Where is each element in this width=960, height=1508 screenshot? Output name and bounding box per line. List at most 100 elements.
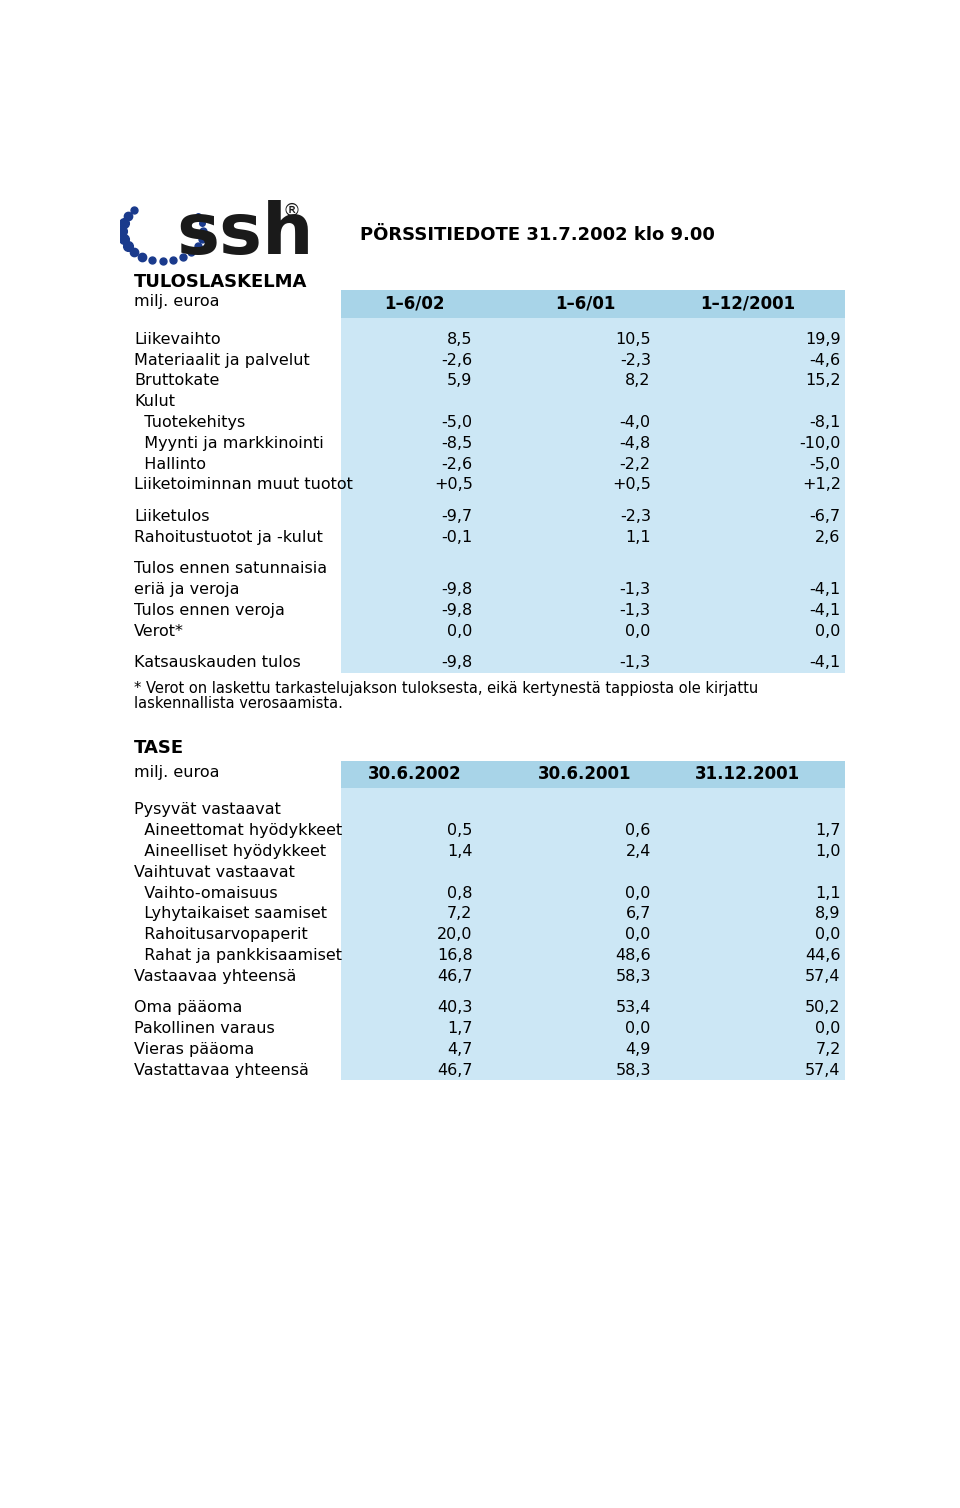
Text: 19,9: 19,9	[805, 332, 841, 347]
Text: Hallinto: Hallinto	[134, 457, 206, 472]
Text: 40,3: 40,3	[437, 1000, 472, 1015]
Text: 7,2: 7,2	[815, 1042, 841, 1057]
Text: Liikevaihto: Liikevaihto	[134, 332, 221, 347]
Text: 0,0: 0,0	[626, 885, 651, 900]
Text: 6,7: 6,7	[626, 906, 651, 921]
Text: ®: ®	[283, 202, 300, 220]
Text: Pysyvät vastaavat: Pysyvät vastaavat	[134, 802, 281, 817]
Text: Vastaavaa yhteensä: Vastaavaa yhteensä	[134, 968, 297, 983]
Text: TASE: TASE	[134, 739, 184, 757]
Text: -5,0: -5,0	[442, 415, 472, 430]
Text: 1,1: 1,1	[625, 529, 651, 544]
Text: 0,0: 0,0	[815, 927, 841, 942]
Text: 57,4: 57,4	[805, 1063, 841, 1078]
Text: 1,1: 1,1	[815, 885, 841, 900]
Text: -8,1: -8,1	[809, 415, 841, 430]
Text: Verot*: Verot*	[134, 624, 183, 639]
Text: milj. euroa: milj. euroa	[134, 294, 220, 309]
Text: 4,7: 4,7	[447, 1042, 472, 1057]
Text: 10,5: 10,5	[615, 332, 651, 347]
Text: 8,9: 8,9	[815, 906, 841, 921]
Text: -1,3: -1,3	[620, 603, 651, 618]
Text: -6,7: -6,7	[809, 510, 841, 523]
Text: -2,3: -2,3	[620, 510, 651, 523]
Text: 58,3: 58,3	[615, 968, 651, 983]
Text: -4,1: -4,1	[809, 656, 841, 670]
Text: -9,7: -9,7	[442, 510, 472, 523]
Text: 5,9: 5,9	[447, 374, 472, 389]
Text: -10,0: -10,0	[800, 436, 841, 451]
Text: 0,6: 0,6	[626, 823, 651, 838]
Text: Vaihto-omaisuus: Vaihto-omaisuus	[134, 885, 277, 900]
Text: -9,8: -9,8	[442, 582, 472, 597]
Bar	[341, 760, 845, 789]
Text: 31.12.2001: 31.12.2001	[695, 765, 801, 783]
Text: -8,5: -8,5	[442, 436, 472, 451]
Text: -4,6: -4,6	[809, 353, 841, 368]
Text: 48,6: 48,6	[615, 949, 651, 964]
Text: 1,7: 1,7	[447, 1021, 472, 1036]
Text: 50,2: 50,2	[805, 1000, 841, 1015]
Text: 1–12/2001: 1–12/2001	[700, 294, 795, 312]
Text: 30.6.2001: 30.6.2001	[539, 765, 632, 783]
Text: 0,0: 0,0	[447, 624, 472, 639]
Text: 0,0: 0,0	[626, 927, 651, 942]
Text: 58,3: 58,3	[615, 1063, 651, 1078]
Text: -5,0: -5,0	[809, 457, 841, 472]
Text: -0,1: -0,1	[442, 529, 472, 544]
Text: eriä ja veroja: eriä ja veroja	[134, 582, 239, 597]
Text: -2,3: -2,3	[620, 353, 651, 368]
Text: 0,0: 0,0	[626, 1021, 651, 1036]
Text: Liiketoiminnan muut tuotot: Liiketoiminnan muut tuotot	[134, 478, 353, 493]
Text: Vieras pääoma: Vieras pääoma	[134, 1042, 254, 1057]
Text: -4,1: -4,1	[809, 582, 841, 597]
Text: +1,2: +1,2	[802, 478, 841, 493]
Text: 0,8: 0,8	[447, 885, 472, 900]
Text: 1,4: 1,4	[447, 844, 472, 860]
Text: Tulos ennen veroja: Tulos ennen veroja	[134, 603, 285, 618]
Text: 1–6/02: 1–6/02	[384, 294, 444, 312]
Text: +0,5: +0,5	[612, 478, 651, 493]
Text: milj. euroa: milj. euroa	[134, 765, 220, 780]
Text: Aineettomat hyödykkeet: Aineettomat hyödykkeet	[134, 823, 342, 838]
Text: Tulos ennen satunnaisia: Tulos ennen satunnaisia	[134, 561, 327, 576]
Text: laskennallista verosaamista.: laskennallista verosaamista.	[134, 697, 343, 712]
Text: -9,8: -9,8	[442, 603, 472, 618]
Text: 1,7: 1,7	[815, 823, 841, 838]
Text: -4,8: -4,8	[619, 436, 651, 451]
Text: Oma pääoma: Oma pääoma	[134, 1000, 242, 1015]
Text: Materiaalit ja palvelut: Materiaalit ja palvelut	[134, 353, 310, 368]
Text: * Verot on laskettu tarkastelujakson tuloksesta, eikä kertynestä tappiosta ole k: * Verot on laskettu tarkastelujakson tul…	[134, 682, 758, 697]
Text: Bruttokate: Bruttokate	[134, 374, 219, 389]
Text: -1,3: -1,3	[620, 656, 651, 670]
Text: 30.6.2002: 30.6.2002	[368, 765, 462, 783]
Text: ssh: ssh	[176, 201, 313, 270]
Text: Tuotekehitys: Tuotekehitys	[134, 415, 245, 430]
Text: Liiketulos: Liiketulos	[134, 510, 209, 523]
Text: 46,7: 46,7	[437, 1063, 472, 1078]
Text: 1,0: 1,0	[815, 844, 841, 860]
Text: 57,4: 57,4	[805, 968, 841, 983]
Text: Vaihtuvat vastaavat: Vaihtuvat vastaavat	[134, 864, 295, 879]
Text: 15,2: 15,2	[805, 374, 841, 389]
Text: Lyhytaikaiset saamiset: Lyhytaikaiset saamiset	[134, 906, 327, 921]
Text: 0,5: 0,5	[447, 823, 472, 838]
Text: -1,3: -1,3	[620, 582, 651, 597]
Text: -4,0: -4,0	[620, 415, 651, 430]
Text: 53,4: 53,4	[615, 1000, 651, 1015]
Text: -2,6: -2,6	[442, 457, 472, 472]
Text: 8,5: 8,5	[447, 332, 472, 347]
Text: -2,6: -2,6	[442, 353, 472, 368]
Text: 8,2: 8,2	[625, 374, 651, 389]
Text: Vastattavaa yhteensä: Vastattavaa yhteensä	[134, 1063, 309, 1078]
Text: Rahoitusarvopaperit: Rahoitusarvopaperit	[134, 927, 308, 942]
Text: Aineelliset hyödykkeet: Aineelliset hyödykkeet	[134, 844, 326, 860]
Text: 0,0: 0,0	[815, 1021, 841, 1036]
Text: -9,8: -9,8	[442, 656, 472, 670]
Text: Pakollinen varaus: Pakollinen varaus	[134, 1021, 275, 1036]
Text: -2,2: -2,2	[620, 457, 651, 472]
Text: Kulut: Kulut	[134, 394, 175, 409]
Text: 4,9: 4,9	[626, 1042, 651, 1057]
Text: +0,5: +0,5	[434, 478, 472, 493]
Text: Rahoitustuotot ja -kulut: Rahoitustuotot ja -kulut	[134, 529, 323, 544]
